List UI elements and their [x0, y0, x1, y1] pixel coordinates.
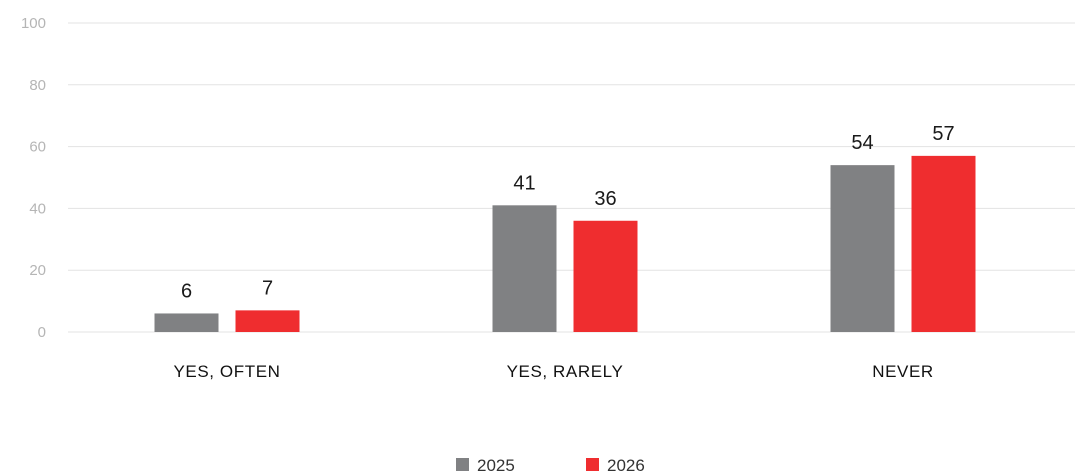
y-axis-ticks: 0 20 40 60 80 100: [21, 15, 46, 341]
data-label: 7: [262, 277, 273, 299]
y-tick-label: 20: [29, 262, 46, 279]
y-tick-label: 60: [29, 139, 46, 156]
data-label: 6: [181, 280, 192, 302]
data-label: 36: [594, 188, 616, 210]
bar-2025-1: [492, 205, 557, 332]
y-tick-label: 80: [29, 77, 46, 94]
legend-swatch: [586, 458, 599, 471]
legend-item-2025: 2025: [456, 456, 515, 473]
y-tick-label: 0: [38, 324, 46, 341]
bar-2026-1: [573, 220, 638, 332]
category-label: YES, RARELY: [507, 362, 624, 381]
legend: 2025 2026: [456, 456, 645, 473]
data-label: 57: [932, 123, 954, 145]
category-label: YES, OFTEN: [173, 362, 280, 381]
legend-label: 2026: [607, 456, 645, 473]
bars: [154, 155, 976, 332]
legend-item-2026: 2026: [586, 456, 645, 473]
category-label: NEVER: [872, 362, 934, 381]
y-tick-label: 100: [21, 15, 46, 32]
data-labels: 6 7 41 36 54 57: [181, 123, 955, 303]
legend-label: 2025: [477, 456, 515, 473]
x-axis-categories: YES, OFTEN YES, RARELY NEVER: [173, 362, 933, 381]
bar-2026-2: [911, 155, 976, 332]
legend-swatch: [456, 458, 469, 471]
data-label: 41: [513, 172, 535, 194]
bar-2025-2: [830, 165, 895, 332]
grid-lines: [68, 22, 1075, 333]
bar-2025-0: [154, 313, 219, 332]
y-tick-label: 40: [29, 200, 46, 217]
bar-2026-0: [235, 310, 300, 332]
data-label: 54: [851, 132, 873, 154]
